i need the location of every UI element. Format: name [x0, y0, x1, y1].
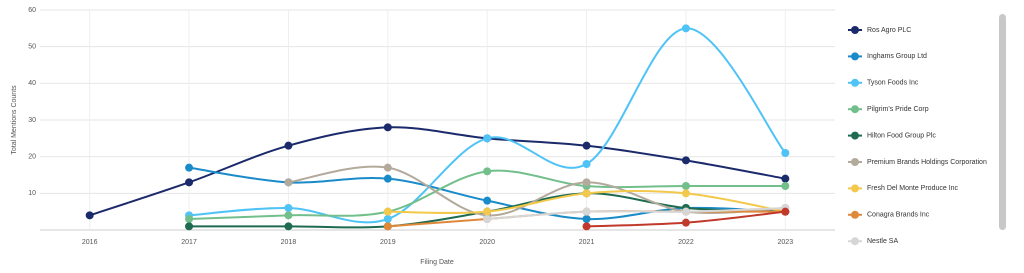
- x-tick-label: 2022: [678, 239, 694, 246]
- legend-swatch: [851, 78, 859, 87]
- data-point: [284, 141, 293, 150]
- data-point: [582, 207, 591, 216]
- y-tick-label: 40: [28, 80, 36, 87]
- data-point: [185, 163, 194, 172]
- legend-swatch: [851, 158, 859, 166]
- data-point: [383, 215, 392, 223]
- x-axis-title: Filing Date: [420, 259, 454, 266]
- legend-item[interactable]: Premium Brands Holdings Corporation: [848, 158, 987, 166]
- data-point: [681, 218, 690, 227]
- data-point: [681, 182, 690, 190]
- data-point: [483, 215, 492, 223]
- data-point: [681, 207, 690, 216]
- legend-item[interactable]: Nestle SA: [848, 237, 898, 246]
- series-line: [188, 27, 787, 224]
- legend-swatch: [851, 26, 859, 34]
- x-tick-label: 2023: [778, 239, 794, 246]
- legend-swatch: [851, 131, 859, 140]
- y-tick-label: 60: [28, 7, 36, 14]
- data-point: [781, 149, 790, 157]
- legend-swatch: [851, 184, 859, 193]
- data-point: [681, 156, 690, 165]
- legend-swatch: [851, 52, 859, 61]
- y-tick-label: 30: [28, 117, 36, 124]
- legend-label: Tyson Foods Inc: [867, 80, 919, 87]
- legend-swatch: [851, 210, 859, 219]
- data-point: [582, 215, 591, 223]
- legend-item[interactable]: Conagra Brands Inc: [848, 210, 930, 219]
- data-point: [582, 141, 591, 150]
- legend-item[interactable]: Fresh Del Monte Produce Inc: [848, 184, 959, 193]
- data-point: [781, 182, 790, 190]
- data-point: [383, 163, 392, 172]
- y-tick-label: 20: [28, 154, 36, 161]
- data-point: [582, 160, 591, 168]
- data-point: [284, 222, 293, 231]
- data-point: [383, 207, 392, 216]
- data-point: [185, 178, 194, 187]
- legend-swatch: [851, 105, 859, 114]
- data-point: [185, 222, 194, 231]
- legend-item[interactable]: Pilgrim's Pride Corp: [848, 105, 929, 114]
- data-point: [582, 222, 591, 231]
- legend-label: Nestle SA: [867, 238, 898, 245]
- data-point: [483, 167, 492, 176]
- legend-label: Hilton Food Group Plc: [867, 132, 936, 139]
- data-point: [483, 207, 492, 216]
- x-tick-label: 2017: [181, 239, 197, 246]
- data-point: [383, 222, 392, 231]
- data-point: [483, 134, 492, 143]
- x-tick-label: 2021: [579, 239, 595, 246]
- legend-label: Inghams Group Ltd: [867, 53, 927, 60]
- data-point: [284, 204, 293, 212]
- data-point: [383, 123, 392, 132]
- legend-label: Pilgrim's Pride Corp: [867, 106, 929, 113]
- legend-label: Premium Brands Holdings Corporation: [867, 159, 987, 166]
- data-point: [681, 189, 690, 198]
- legend-label: Fresh Del Monte Produce Inc: [867, 185, 959, 192]
- data-point: [185, 215, 194, 223]
- scrollbar[interactable]: [999, 14, 1006, 230]
- data-point: [582, 189, 591, 198]
- legend-item[interactable]: Inghams Group Ltd: [848, 52, 927, 61]
- legend-item[interactable]: Ros Agro PLC: [848, 26, 911, 34]
- data-point: [284, 178, 293, 187]
- legend-item[interactable]: Hilton Food Group Plc: [848, 131, 936, 140]
- series-line: [89, 126, 786, 217]
- series-line: [487, 207, 786, 220]
- x-tick-label: 2016: [82, 239, 98, 246]
- data-point: [681, 24, 690, 33]
- data-point: [582, 178, 591, 187]
- data-point: [85, 211, 94, 220]
- x-tick-label: 2020: [479, 239, 495, 246]
- legend: Ros Agro PLC Inghams Group Ltd Tyson Foods…: [848, 26, 987, 246]
- data-point: [781, 174, 790, 183]
- y-tick-label: 50: [28, 44, 36, 51]
- data-point: [383, 174, 392, 183]
- legend-item[interactable]: Tyson Foods Inc: [848, 78, 919, 87]
- x-tick-label: 2019: [380, 239, 396, 246]
- data-point: [284, 211, 293, 220]
- data-point: [483, 196, 492, 205]
- data-point: [781, 207, 790, 216]
- y-tick-label: 10: [28, 190, 36, 197]
- legend-label: Conagra Brands Inc: [867, 212, 930, 219]
- legend-label: Ros Agro PLC: [867, 27, 911, 34]
- y-axis-title: Total Mentions Counts: [11, 85, 18, 155]
- legend-swatch: [851, 237, 859, 246]
- x-tick-label: 2018: [281, 239, 297, 246]
